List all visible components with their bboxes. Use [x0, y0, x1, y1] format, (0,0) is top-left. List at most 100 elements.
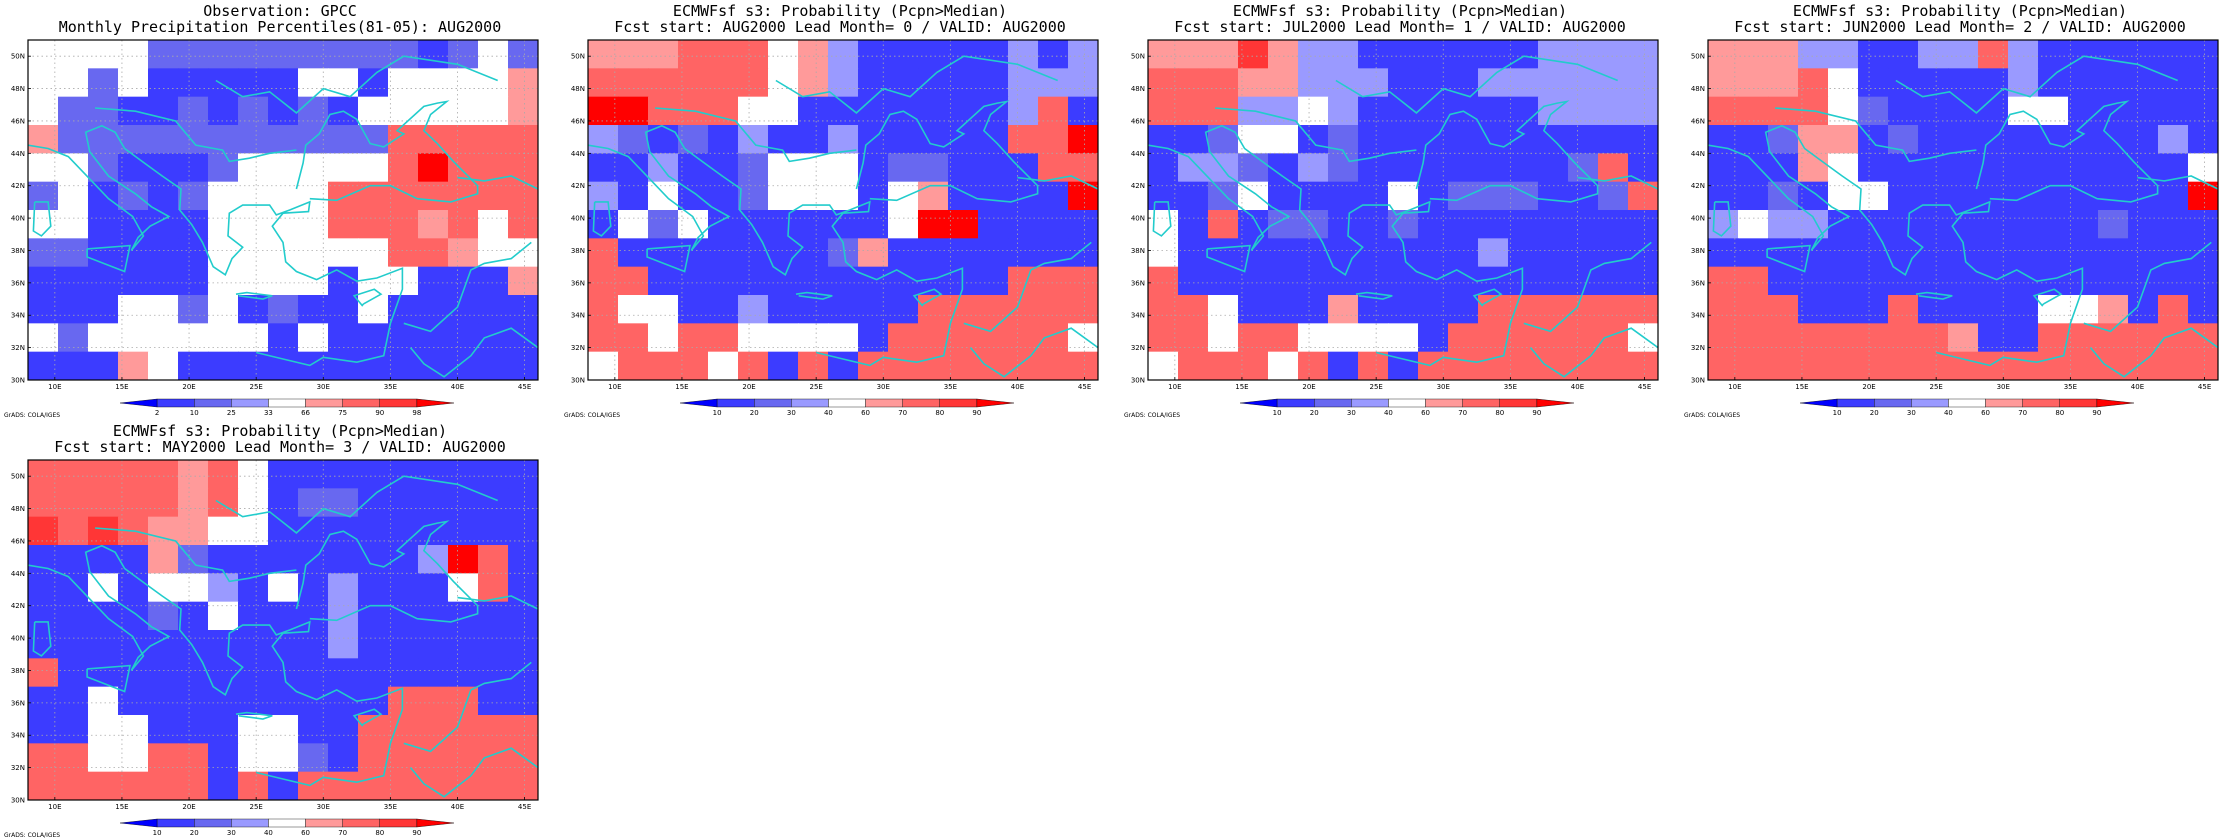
heatmap-cell [28, 266, 59, 296]
x-tick-label: 15E [115, 803, 128, 811]
heatmap-cell [1508, 238, 1539, 268]
heatmap-cell [2098, 40, 2129, 69]
heatmap-cell [2188, 266, 2218, 296]
heatmap-cell [2068, 295, 2099, 324]
colorbar-tick-label: 60 [1981, 409, 1990, 417]
heatmap-cell [118, 295, 149, 324]
heatmap-cell [118, 488, 149, 518]
colorbar-swatch [1948, 398, 1986, 408]
colorbar-tick-label: 66 [301, 409, 310, 417]
heatmap-cell [1538, 68, 1569, 98]
heatmap-cell [148, 545, 179, 574]
colorbar-swatch [1351, 398, 1389, 408]
heatmap-cell [648, 210, 679, 239]
colorbar-swatch [2096, 398, 2135, 408]
heatmap-cell [1508, 125, 1539, 154]
colorbar-swatch [342, 818, 380, 828]
heatmap-cell [1328, 295, 1359, 324]
x-tick-label: 35E [944, 383, 957, 391]
heatmap-cell [1268, 238, 1299, 268]
chart-subtitle: Fcst start: JUL2000 Lead Month= 1 / VALI… [1174, 18, 1626, 36]
chart-subtitle: Monthly Precipitation Percentiles(81-05)… [59, 18, 502, 36]
heatmap-cell [208, 771, 239, 800]
heatmap-cell [298, 715, 329, 744]
heatmap-cell [1238, 40, 1269, 69]
heatmap-cell [1568, 238, 1599, 268]
heatmap-cell [2158, 295, 2189, 324]
heatmap-cell [298, 630, 329, 659]
heatmap-cell [268, 181, 299, 211]
heatmap-cell [1918, 266, 1949, 296]
heatmap-cell [1948, 266, 1979, 296]
x-tick-label: 30E [1437, 383, 1450, 391]
heatmap-cell [2008, 68, 2039, 98]
heatmap-cell [2038, 266, 2069, 296]
heatmap-cell [1858, 96, 1889, 126]
colorbar-tick-label: 30 [787, 409, 796, 417]
heatmap-cell [388, 545, 419, 574]
colorbar-tick-label: 70 [1458, 409, 1467, 417]
heatmap-cell [858, 295, 889, 324]
colorbar-swatch [1314, 398, 1352, 408]
x-tick-label: 40E [2131, 383, 2144, 391]
heatmap-cell [1708, 181, 1739, 211]
colorbar-swatch [156, 398, 195, 408]
heatmap-cell [1268, 351, 1299, 380]
heatmap-cell [118, 545, 149, 574]
heatmap-cell [58, 573, 89, 603]
heatmap-cell [978, 351, 1009, 380]
heatmap-cell [798, 125, 829, 154]
heatmap-cell [618, 68, 649, 98]
y-tick-label: 42N [1131, 182, 1145, 190]
heatmap-cell [388, 460, 419, 489]
heatmap-cell [478, 181, 509, 211]
heatmap-cell [588, 181, 619, 211]
heatmap-cell [88, 771, 119, 800]
heatmap-cell [148, 238, 179, 268]
x-tick-label: 40E [451, 803, 464, 811]
heatmap-cell [118, 40, 149, 69]
heatmap-cell [708, 68, 739, 98]
heatmap-cell [178, 771, 209, 800]
heatmap-cell [58, 601, 89, 631]
heatmap-cell [1738, 68, 1769, 98]
heatmap-cell [948, 266, 979, 296]
heatmap-cell [888, 295, 919, 324]
heatmap-cell [268, 686, 299, 716]
heatmap-cell [1358, 266, 1389, 296]
heatmap-cell [448, 488, 479, 518]
heatmap-cell [588, 125, 619, 154]
heatmap-cell [1888, 153, 1919, 183]
colorbar-swatch [231, 818, 269, 828]
heatmap-cell [358, 266, 389, 296]
x-tick-label: 40E [451, 383, 464, 391]
heatmap-cell [1508, 153, 1539, 183]
y-tick-label: 42N [11, 602, 25, 610]
y-tick-label: 30N [571, 377, 585, 385]
chart-title: ECMWFsf s3: Probability (Pcpn>Median) [1793, 2, 2127, 20]
heatmap-cell [1888, 125, 1919, 154]
heatmap-cell [588, 40, 619, 69]
heatmap-cell [1828, 40, 1859, 69]
coastline [409, 747, 538, 798]
coastline [963, 241, 1092, 333]
heatmap-cell [828, 125, 859, 154]
heatmap-cell [178, 181, 209, 211]
colorbar-swatch [1536, 398, 1575, 408]
heatmap-cell [1948, 153, 1979, 183]
heatmap-cell [448, 351, 479, 380]
heatmap-cell [2038, 153, 2069, 183]
heatmap-cell [1298, 323, 1329, 353]
heatmap-cell [508, 771, 538, 800]
heatmap-cell [1628, 351, 1658, 380]
x-tick-label: 25E [249, 383, 262, 391]
heatmap-cell [208, 545, 239, 574]
x-tick-label: 20E [1862, 383, 1875, 391]
heatmap-cell [828, 181, 859, 211]
heatmap-cell [88, 601, 119, 631]
y-tick-label: 42N [11, 182, 25, 190]
heatmap-cell [478, 488, 509, 518]
heatmap-cell [918, 238, 949, 268]
heatmap-cell [2008, 181, 2039, 211]
colorbar-swatch [305, 398, 343, 408]
